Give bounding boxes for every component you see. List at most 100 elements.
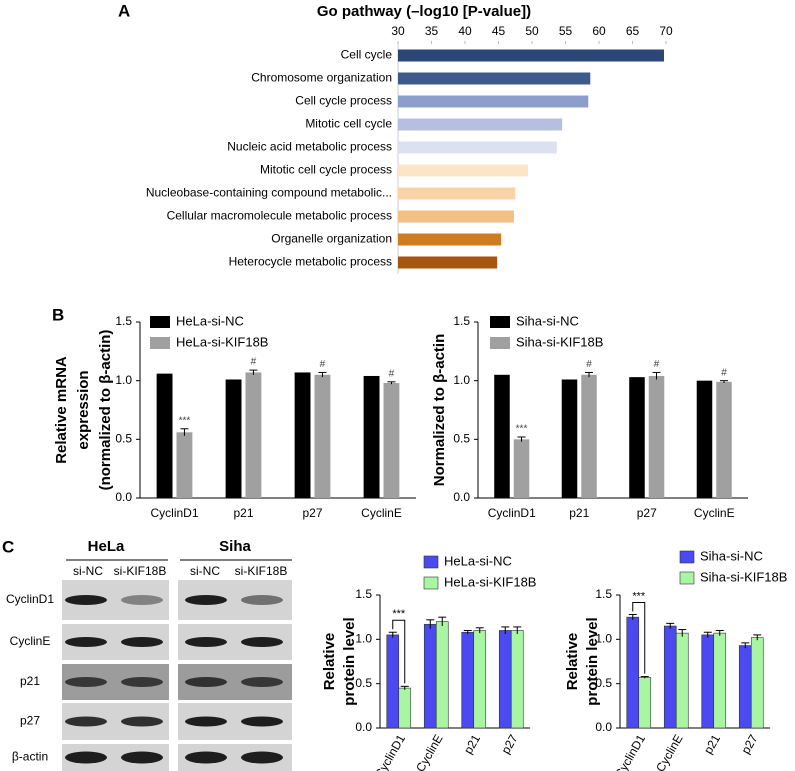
blot-group: HeLa	[88, 538, 125, 555]
y-tick-label: 0.0	[453, 490, 470, 504]
bar	[716, 381, 732, 498]
blot-band	[121, 751, 163, 764]
blot-band	[185, 595, 227, 605]
x-tick-label: CyclinD1	[488, 506, 536, 520]
blot-row-label: β-actin	[12, 750, 48, 764]
y-tick-label: Cell cycle	[341, 48, 393, 62]
bar	[473, 630, 487, 729]
bar	[245, 372, 262, 498]
y-axis-label: Relative	[564, 633, 581, 691]
bar	[398, 141, 557, 154]
x-tick-label: p27	[637, 506, 657, 520]
x-tick-label: 45	[492, 24, 506, 38]
y-axis-label: protein level	[341, 617, 358, 705]
x-tick-label: p27	[302, 506, 322, 520]
blot-band	[241, 637, 283, 647]
y-tick-label: 0.5	[355, 676, 372, 690]
bar	[156, 373, 173, 498]
legend-swatch	[490, 316, 510, 328]
y-tick-label: 0.5	[453, 432, 470, 446]
y-tick-label: 1.0	[115, 373, 132, 387]
blot-band	[185, 637, 227, 647]
bar	[398, 95, 589, 108]
bar	[738, 645, 752, 729]
x-tick-label: p21	[701, 732, 723, 757]
x-tick-label: CyclinD1	[372, 732, 408, 771]
panel-label: A	[118, 1, 130, 20]
bar	[510, 630, 524, 729]
y-tick-label: 0.5	[595, 676, 612, 690]
y-tick-label: 1.0	[355, 632, 372, 646]
bracket	[632, 602, 646, 674]
bar	[696, 380, 713, 498]
bar	[386, 634, 400, 729]
annotation: ***	[179, 415, 191, 426]
x-tick-label: p27	[738, 732, 760, 757]
y-axis-label: (normalized to β-actin)	[97, 330, 114, 491]
blot-band	[65, 637, 107, 647]
legend-swatch	[423, 555, 439, 569]
blot-row-label: CyclinD1	[6, 592, 54, 606]
annotation: #	[251, 357, 257, 368]
legend-swatch	[423, 576, 439, 590]
y-tick-label: Cellular macromolecule metabolic process	[167, 209, 392, 223]
y-tick-label: 1.5	[453, 314, 470, 328]
bar	[423, 623, 437, 729]
legend-label: HeLa-si-KIF18B	[444, 574, 536, 589]
bar	[638, 677, 652, 729]
bracket	[392, 619, 406, 684]
legend-swatch	[679, 550, 695, 564]
bar	[294, 372, 311, 498]
blot-band	[185, 677, 227, 687]
lane-label: si-KIF18B	[114, 564, 167, 578]
legend-swatch	[679, 571, 695, 585]
bar	[513, 439, 530, 498]
lane-label: si-NC	[190, 564, 220, 578]
blot-band	[241, 751, 283, 764]
bar	[398, 210, 514, 223]
y-tick-label: 0.0	[595, 720, 612, 734]
x-tick-label: 50	[525, 24, 539, 38]
y-axis-label: Relative	[321, 633, 338, 691]
blot-band	[185, 716, 227, 727]
x-tick-label: 65	[626, 24, 640, 38]
legend-label: HeLa-si-NC	[176, 313, 244, 328]
y-axis-label: expression	[75, 370, 92, 449]
bar	[225, 379, 242, 498]
bar	[398, 118, 563, 131]
blot-band	[65, 595, 107, 605]
y-axis-label: Relative mRNA	[53, 356, 70, 464]
y-tick-label: 1.5	[595, 587, 612, 601]
blot-band	[65, 716, 107, 727]
bar	[648, 375, 665, 498]
y-tick-label: Nucleobase-containing compound metabolic…	[146, 186, 392, 200]
y-tick-label: Mitotic cell cycle process	[260, 163, 392, 177]
chart-title: Go pathway (–log10 [P-value])	[317, 3, 531, 20]
lane-label: si-NC	[73, 564, 103, 578]
y-tick-label: 1.5	[115, 314, 132, 328]
legend-label: HeLa-si-NC	[444, 553, 512, 568]
annotation: #	[389, 368, 395, 379]
y-tick-label: Cell cycle process	[295, 94, 392, 108]
blot-band	[121, 677, 163, 687]
x-tick-label: CyclinE	[413, 732, 445, 771]
bar	[398, 164, 528, 177]
y-tick-label: 0.0	[355, 720, 372, 734]
bar	[629, 377, 645, 498]
blot-band	[241, 716, 283, 727]
bar	[561, 379, 578, 498]
bar	[363, 375, 380, 498]
x-tick-label: 30	[391, 24, 405, 38]
bar	[398, 72, 591, 85]
blot-row-label: CyclinE	[10, 634, 51, 648]
y-axis-label: protein level	[584, 617, 601, 705]
bar	[498, 630, 512, 729]
x-tick-label: 40	[458, 24, 472, 38]
annotation: ***	[392, 608, 406, 620]
annotation: #	[320, 359, 326, 370]
legend-swatch	[490, 337, 510, 349]
blot-band	[241, 595, 283, 605]
bar	[713, 632, 727, 729]
